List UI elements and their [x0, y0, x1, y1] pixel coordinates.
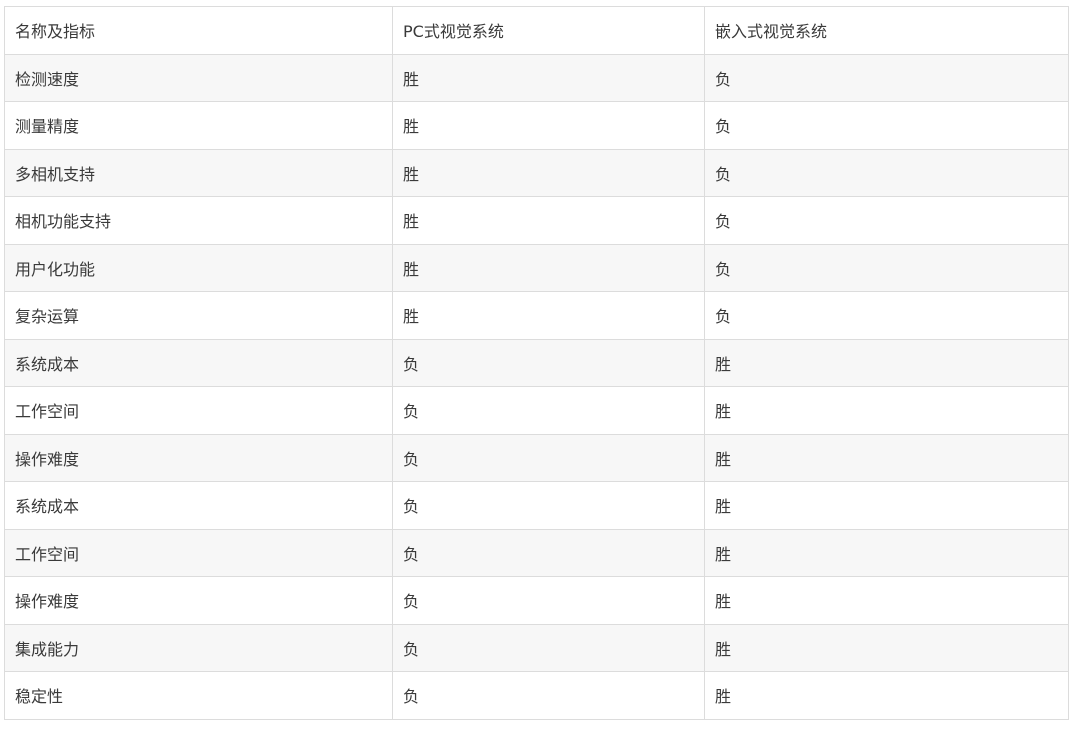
pc-result-cell: 胜 [392, 196, 705, 245]
table-row: 测量精度胜负 [4, 101, 1069, 150]
embedded-result-cell: 负 [704, 243, 1069, 292]
table-row: 集成能力负胜 [4, 623, 1069, 672]
metric-cell: 测量精度 [4, 101, 393, 150]
table-row: 工作空间负胜 [4, 386, 1069, 435]
pc-result-cell: 胜 [392, 53, 705, 102]
metric-cell: 工作空间 [4, 386, 393, 435]
pc-result-cell: 负 [392, 671, 705, 720]
pc-result-cell: 胜 [392, 243, 705, 292]
embedded-result-cell: 负 [704, 148, 1069, 197]
comparison-table: 名称及指标 PC式视觉系统 嵌入式视觉系统 检测速度胜负测量精度胜负多相机支持胜… [4, 6, 1069, 720]
embedded-result-cell: 负 [704, 196, 1069, 245]
metric-cell: 稳定性 [4, 671, 393, 720]
table-row: 操作难度负胜 [4, 576, 1069, 625]
metric-cell: 系统成本 [4, 338, 393, 387]
embedded-result-cell: 胜 [704, 528, 1069, 577]
embedded-result-cell: 胜 [704, 481, 1069, 530]
table-row: 相机功能支持胜负 [4, 196, 1069, 245]
table-row: 稳定性负胜 [4, 671, 1069, 720]
metric-cell: 集成能力 [4, 623, 393, 672]
table-row: 工作空间负胜 [4, 528, 1069, 577]
pc-result-cell: 负 [392, 338, 705, 387]
embedded-result-cell: 胜 [704, 386, 1069, 435]
pc-result-cell: 负 [392, 576, 705, 625]
metric-cell: 系统成本 [4, 481, 393, 530]
table-row: 系统成本负胜 [4, 338, 1069, 387]
table-row: 系统成本负胜 [4, 481, 1069, 530]
pc-result-cell: 胜 [392, 291, 705, 340]
header-cell: 嵌入式视觉系统 [704, 6, 1069, 55]
embedded-result-cell: 胜 [704, 576, 1069, 625]
embedded-result-cell: 胜 [704, 671, 1069, 720]
embedded-result-cell: 负 [704, 101, 1069, 150]
table-row: 操作难度负胜 [4, 433, 1069, 482]
embedded-result-cell: 胜 [704, 433, 1069, 482]
metric-cell: 操作难度 [4, 433, 393, 482]
metric-cell: 复杂运算 [4, 291, 393, 340]
embedded-result-cell: 负 [704, 53, 1069, 102]
embedded-result-cell: 胜 [704, 623, 1069, 672]
metric-cell: 检测速度 [4, 53, 393, 102]
pc-result-cell: 胜 [392, 148, 705, 197]
metric-cell: 操作难度 [4, 576, 393, 625]
pc-result-cell: 负 [392, 623, 705, 672]
table-row: 用户化功能胜负 [4, 243, 1069, 292]
pc-result-cell: 负 [392, 481, 705, 530]
embedded-result-cell: 负 [704, 291, 1069, 340]
header-cell: PC式视觉系统 [392, 6, 705, 55]
pc-result-cell: 负 [392, 433, 705, 482]
table-row: 检测速度胜负 [4, 53, 1069, 102]
pc-result-cell: 负 [392, 386, 705, 435]
embedded-result-cell: 胜 [704, 338, 1069, 387]
table-row: 复杂运算胜负 [4, 291, 1069, 340]
metric-cell: 多相机支持 [4, 148, 393, 197]
pc-result-cell: 胜 [392, 101, 705, 150]
header-row: 名称及指标 PC式视觉系统 嵌入式视觉系统 [4, 6, 1069, 55]
metric-cell: 相机功能支持 [4, 196, 393, 245]
table-row: 多相机支持胜负 [4, 148, 1069, 197]
metric-cell: 工作空间 [4, 528, 393, 577]
pc-result-cell: 负 [392, 528, 705, 577]
header-cell: 名称及指标 [4, 6, 393, 55]
metric-cell: 用户化功能 [4, 243, 393, 292]
